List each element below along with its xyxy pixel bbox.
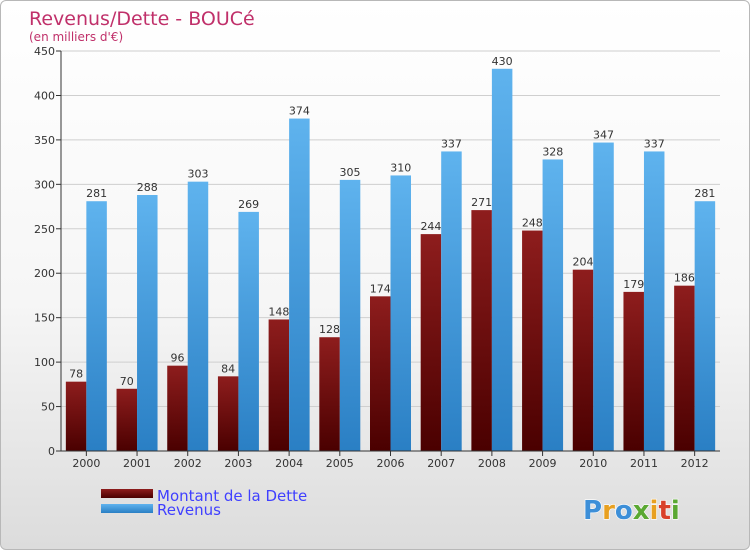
x-axis: 2000 2001 2002 2003 2004 2005 2006 2007 2008 2009… — [61, 450, 720, 470]
legend-label-revenus: Revenus — [157, 501, 221, 519]
bar-debt — [674, 285, 695, 451]
bar-revenus — [441, 151, 462, 451]
x-tick-label: 2006 — [377, 457, 405, 470]
data-label-revenus: 430 — [492, 55, 513, 68]
data-label-revenus: 310 — [390, 161, 411, 174]
data-label-revenus: 305 — [340, 166, 361, 179]
bar-revenus — [137, 195, 158, 451]
y-tick-label: 300 — [34, 178, 55, 191]
bar-debt — [116, 388, 138, 451]
x-tick-label: 2007 — [427, 457, 455, 470]
x-tick-label: 2005 — [326, 457, 354, 470]
chart-title: Revenus/Dette - BOUCé — [29, 8, 255, 30]
data-label-revenus: 288 — [137, 181, 158, 194]
bar-revenus — [339, 179, 361, 451]
x-tick-label: 2002 — [174, 457, 202, 470]
x-tick-label: 2004 — [275, 457, 303, 470]
bar-revenus — [593, 142, 614, 452]
bar-debt — [167, 365, 188, 451]
data-label-revenus: 374 — [289, 105, 310, 118]
y-tick-label: 200 — [34, 267, 55, 280]
y-tick-label: 0 — [48, 445, 55, 458]
y-tick-label: 450 — [34, 45, 55, 58]
svg-text:Proxiti: Proxiti — [583, 496, 680, 526]
x-tick-label: 2000 — [72, 457, 100, 470]
data-label-debt: 128 — [319, 323, 340, 336]
bar-revenus — [238, 211, 259, 451]
chart-subtitle: (en milliers d'€) — [29, 30, 123, 44]
bar-revenus — [694, 201, 716, 451]
bar-revenus — [289, 118, 310, 452]
legend-swatch-revenus — [101, 504, 153, 513]
bar-debt — [217, 376, 239, 451]
data-label-revenus: 328 — [542, 145, 563, 158]
data-label-revenus: 281 — [86, 187, 107, 200]
data-label-debt: 84 — [221, 362, 235, 375]
x-tick-label: 2009 — [529, 457, 557, 470]
bar-revenus — [643, 151, 665, 451]
bar-debt — [370, 296, 391, 451]
data-label-debt: 96 — [170, 352, 184, 365]
x-tick-label: 2012 — [681, 457, 709, 470]
data-label-revenus: 337 — [644, 137, 665, 150]
y-tick-label: 100 — [34, 356, 55, 369]
data-label-debt: 174 — [370, 282, 391, 295]
data-label-debt: 204 — [573, 256, 594, 269]
data-label-debt: 70 — [120, 375, 134, 388]
x-tick-label: 2003 — [224, 457, 252, 470]
bar-revenus — [187, 181, 209, 451]
data-label-debt: 244 — [420, 220, 441, 233]
data-label-revenus: 281 — [694, 187, 715, 200]
y-tick-label: 250 — [34, 223, 55, 236]
x-tick-label: 2011 — [630, 457, 658, 470]
bar-revenus — [86, 201, 107, 451]
data-label-debt: 186 — [674, 272, 695, 285]
data-label-revenus: 347 — [593, 129, 614, 142]
legend: Montant de la Dette Revenus — [101, 487, 307, 519]
data-label-debt: 148 — [268, 305, 289, 318]
x-tick-label: 2001 — [123, 457, 151, 470]
x-tick-label: 2010 — [579, 457, 607, 470]
y-tick-label: 150 — [34, 312, 55, 325]
bar-debt — [623, 291, 644, 451]
bar-debt — [268, 319, 290, 451]
bar-revenus — [491, 68, 513, 452]
y-tick-label: 350 — [34, 134, 55, 147]
data-label-revenus: 303 — [187, 168, 208, 181]
legend-label-debt: Montant de la Dette — [157, 487, 307, 505]
data-label-debt: 179 — [623, 278, 644, 291]
y-tick-label: 400 — [34, 89, 55, 102]
bar-revenus — [390, 175, 411, 451]
x-tick-label: 2008 — [478, 457, 506, 470]
bar-debt — [471, 210, 492, 451]
bar-debt — [522, 230, 543, 451]
y-axis: 0 50 100 150 200 250 300 350 400 450 — [34, 45, 62, 458]
data-label-debt: 78 — [69, 368, 83, 381]
data-label-debt: 271 — [471, 196, 492, 209]
bar-debt — [319, 337, 340, 451]
bar-revenus — [542, 159, 564, 451]
bar-debt — [572, 269, 594, 451]
legend-swatch-debt — [101, 489, 153, 498]
bar-debt — [420, 234, 442, 451]
bar-debt — [65, 381, 87, 451]
data-label-debt: 248 — [522, 217, 543, 230]
bars: 78 281 70 288 96 303 84 269 148 374 128 305 174 310 24… — [65, 55, 716, 452]
proxiti-logo: Proxiti — [582, 495, 680, 526]
data-label-revenus: 337 — [441, 137, 462, 150]
y-tick-label: 50 — [41, 401, 55, 414]
data-label-revenus: 269 — [238, 198, 259, 211]
